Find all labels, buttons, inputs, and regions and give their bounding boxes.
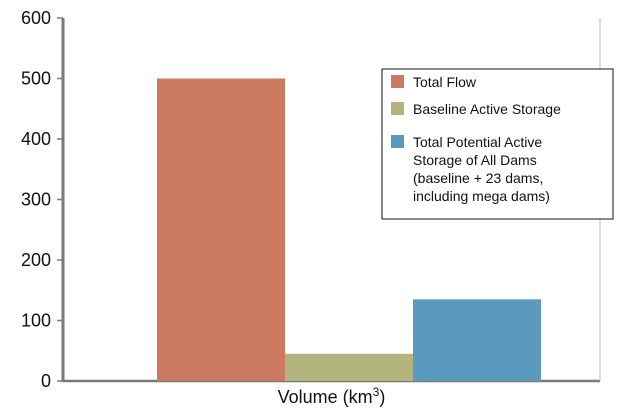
bar xyxy=(413,299,541,381)
y-tick-label: 400 xyxy=(21,129,51,149)
y-tick-label: 300 xyxy=(21,190,51,210)
bar xyxy=(157,78,285,381)
bars xyxy=(157,78,541,381)
legend-entry-text: Baseline Active Storage xyxy=(413,101,561,117)
legend-entry-text: Total Potential Active xyxy=(413,134,542,150)
x-axis-label-main: Volume (km xyxy=(278,387,373,407)
x-axis-label: Volume (km3) xyxy=(278,385,386,407)
x-axis-label-close: ) xyxy=(379,387,385,407)
legend-swatch xyxy=(391,135,404,148)
x-axis-label-superscript: 3 xyxy=(373,385,380,399)
y-tick-label: 200 xyxy=(21,250,51,270)
legend: Total Flow Baseline Active Storage Total P… xyxy=(381,68,614,220)
y-axis-ticks: 0 100 200 300 400 500 600 xyxy=(21,8,63,391)
y-tick-label: 100 xyxy=(21,311,51,331)
legend-entry-text: (baseline + 23 dams, xyxy=(413,170,543,186)
y-tick-label: 0 xyxy=(41,371,51,391)
legend-entry-text: Storage of All Dams xyxy=(413,152,537,168)
legend-swatch xyxy=(391,102,404,115)
legend-entry-text: including mega dams) xyxy=(413,188,550,204)
y-tick-label: 600 xyxy=(21,8,51,28)
bar xyxy=(285,353,413,381)
legend-swatch xyxy=(391,75,404,88)
legend-box xyxy=(381,68,614,220)
legend-entry-text: Total Flow xyxy=(413,74,477,90)
y-tick-label: 500 xyxy=(21,69,51,89)
